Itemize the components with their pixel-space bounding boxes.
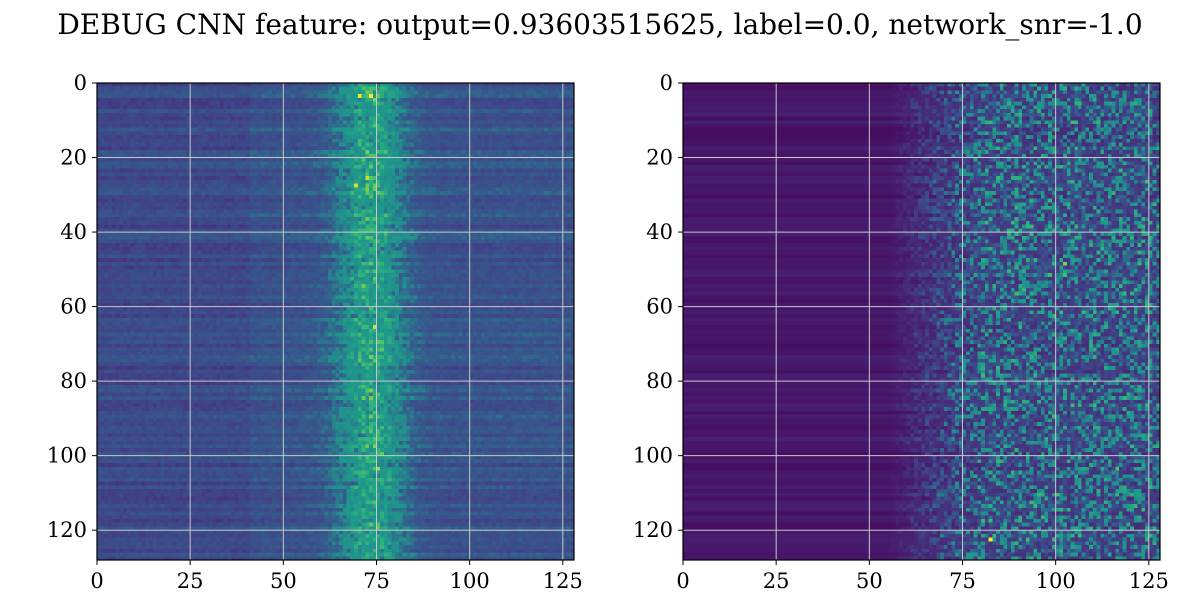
y-tick-label: 80 [60,369,87,393]
heatmap-image [683,83,1160,560]
axes-frame [682,82,1161,561]
left-panel: 0 25 50 75 100 125 0 20 40 60 80 100 120 [47,71,583,593]
x-tick-label: 50 [270,569,297,593]
x-tick-label: 75 [363,569,390,593]
y-tick-label: 80 [646,369,673,393]
x-tick-label: 0 [90,569,103,593]
x-tick-label: 25 [763,569,790,593]
x-tick-label: 50 [856,569,883,593]
y-tick-label: 40 [646,220,673,244]
y-tick-label: 60 [60,295,87,319]
y-tick-label: 0 [660,71,673,95]
x-tick-label: 100 [450,569,490,593]
axes-frame [96,82,575,561]
y-tick-label: 60 [646,295,673,319]
y-tick-label: 40 [60,220,87,244]
x-tick-label: 100 [1036,569,1076,593]
x-tick-label: 25 [177,569,204,593]
y-tick-label: 120 [47,518,87,542]
figure-title: DEBUG CNN feature: output=0.93603515625,… [57,8,1142,41]
x-tick-label: 125 [1129,569,1169,593]
x-tick-label: 125 [543,569,583,593]
y-tick-label: 20 [646,146,673,170]
y-tick-label: 120 [633,518,673,542]
y-tick-label: 20 [60,146,87,170]
x-tick-label: 75 [949,569,976,593]
right-panel: 0 25 50 75 100 125 0 20 40 60 80 100 120 [633,71,1169,593]
x-tick-label: 0 [676,569,689,593]
y-tick-label: 100 [633,444,673,468]
panels: 0 25 50 75 100 125 0 20 40 60 80 100 120 0 25 50 75 100 12… [47,71,1169,593]
y-tick-label: 0 [74,71,87,95]
heatmap-image [97,83,574,560]
y-tick-label: 100 [47,444,87,468]
